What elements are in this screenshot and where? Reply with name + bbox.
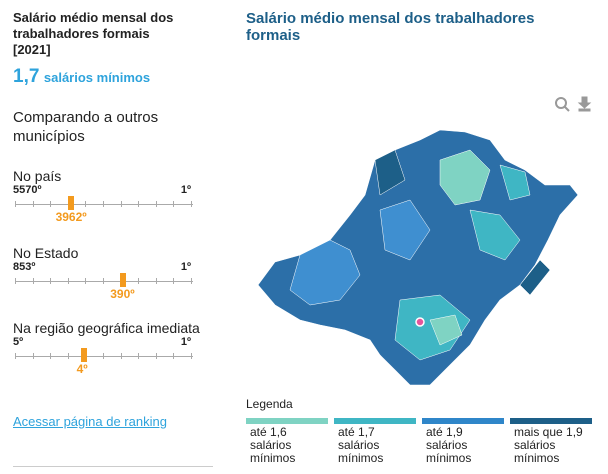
bar-tick (50, 278, 52, 284)
legend-text: salários (514, 438, 556, 452)
bar-tick (138, 353, 140, 359)
ranking-position: 4º (76, 362, 88, 376)
ranking-marker (68, 196, 74, 210)
bar-tick (50, 353, 52, 359)
bar-tick (191, 201, 192, 207)
bar-tick (191, 353, 192, 359)
legend-color (334, 418, 416, 424)
comparison-title: Comparando a outros municípios (13, 109, 159, 145)
ranking-position: 3962º (55, 210, 87, 224)
bar-tick (15, 201, 16, 207)
bar-line (15, 281, 193, 282)
legend-text: mínimos (426, 451, 472, 465)
ranking-bar: 4º (13, 348, 193, 376)
ranking-bar: 3962º (13, 196, 193, 224)
ranking-max: 1º (180, 184, 191, 196)
bar-tick (15, 353, 16, 359)
legend-item: até 1,7 salários mínimos (334, 418, 416, 465)
bar-tick (191, 278, 192, 284)
ranking-min: 5º (13, 336, 24, 348)
ranking-position: 390º (110, 287, 135, 301)
location-pin (415, 317, 425, 327)
legend-item: até 1,6 salários mínimos (246, 418, 328, 465)
bar-line (15, 356, 193, 357)
ranking-range: 5º 1º (13, 336, 191, 348)
legend-item: até 1,9 salários mínimos (422, 418, 504, 465)
legend-text: mínimos (338, 451, 384, 465)
ranking-link[interactable]: Acessar página de ranking (13, 414, 167, 429)
ranking-range: 5570º 1º (13, 184, 191, 196)
value: 1,7 (13, 66, 40, 87)
map-regions (289, 149, 551, 361)
bar-tick (15, 278, 16, 284)
legend-item: mais que 1,9 salários mínimos (510, 418, 592, 465)
legend-text: mínimos (514, 451, 560, 465)
bar-tick (32, 278, 34, 284)
bar-tick (120, 201, 122, 207)
legend-text: mais que 1,9 (514, 425, 583, 439)
bar-tick (32, 353, 34, 359)
ranking-label: No Estado (13, 245, 79, 261)
ranking-min: 5570º (13, 184, 42, 196)
bar-tick (173, 278, 175, 284)
ranking-label: No país (13, 168, 62, 184)
bar-tick (67, 353, 69, 359)
ranking-max: 1º (180, 261, 191, 273)
ranking-min: 853º (13, 261, 36, 273)
bar-tick (138, 278, 140, 284)
legend-color (422, 418, 504, 424)
ranking-marker (81, 348, 87, 362)
ranking-label: Na região geográfica imediata (13, 320, 200, 336)
bar-tick (173, 353, 175, 359)
state-map (257, 129, 579, 386)
bar-tick (155, 201, 157, 207)
bar-tick (173, 201, 175, 207)
ranking: Na região geográfica imediata 5º 1º 4º (13, 320, 213, 376)
bar-tick (67, 278, 69, 284)
ranking-max: 1º (180, 336, 191, 348)
ranking: No país 5570º 1º 3962º (13, 168, 213, 224)
legend-title: Legenda (246, 397, 293, 411)
toolbar-icons[interactable] (555, 96, 592, 112)
bar-tick (85, 201, 87, 207)
ranking-marker (120, 273, 126, 287)
legend-text: até 1,9 (426, 425, 463, 439)
bar-tick (155, 353, 157, 359)
legend-text: salários (426, 438, 468, 452)
bar-tick (103, 353, 104, 359)
legend-text: até 1,6 (250, 425, 287, 439)
bar-tick (85, 278, 87, 284)
legend-text: salários (338, 438, 380, 452)
unit: salários mínimos (43, 70, 151, 85)
map-title: Salário médio mensal dos trabalhadores f… (246, 10, 535, 44)
legend-text: mínimos (250, 451, 296, 465)
legend-text: salários (250, 438, 292, 452)
bar-tick (103, 201, 104, 207)
ranking-bar: 390º (13, 273, 193, 301)
summary-value: 1,7 salários mínimos (13, 66, 150, 88)
legend-color (246, 418, 328, 424)
bar-tick (103, 278, 104, 284)
bar-tick (120, 353, 122, 359)
ranking: No Estado 853º 1º 390º (13, 245, 213, 301)
bar-tick (32, 201, 34, 207)
bar-tick (138, 201, 140, 207)
bar-tick (155, 278, 157, 284)
summary-title: Salário médio mensal dos trabalhadores f… (13, 10, 174, 57)
ranking-range: 853º 1º (13, 261, 191, 273)
separator (13, 466, 213, 467)
bar-line (15, 204, 193, 205)
legend-text: até 1,7 (338, 425, 375, 439)
legend-color (510, 418, 592, 424)
bar-tick (50, 201, 52, 207)
